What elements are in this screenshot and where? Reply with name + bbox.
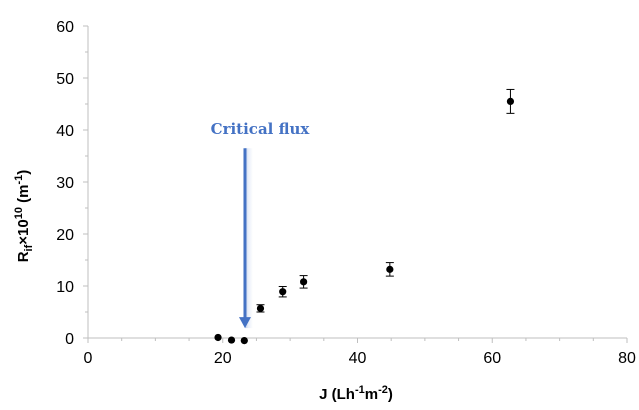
data-marker: [300, 278, 307, 285]
data-point: [241, 337, 248, 344]
data-point: [256, 305, 264, 312]
y-axis-label-main: R: [15, 251, 32, 262]
y-axis-label-unit-open: (m: [15, 185, 32, 208]
data-marker: [257, 305, 264, 312]
y-axis-label-superscript: 10: [13, 207, 25, 219]
x-tick-label: 0: [84, 350, 93, 367]
x-axis-label-end: ): [388, 386, 393, 403]
critical-flux-label: Critical flux: [211, 120, 311, 138]
x-tick-label: 80: [618, 350, 636, 367]
x-axis-label-main: J (Lh: [319, 386, 355, 403]
data-point: [506, 89, 514, 113]
x-axis-label-mid: m: [365, 386, 378, 403]
x-axis-label-superscript-2: -2: [378, 384, 388, 396]
data-point: [300, 276, 308, 288]
data-marker: [507, 98, 514, 105]
axes: [83, 26, 627, 343]
y-tick-label: 60: [56, 19, 74, 36]
x-tick-label: 40: [349, 350, 367, 367]
y-axis-label-unit-close: ): [15, 170, 32, 175]
y-axis-label: Rif×1010 (m-1): [13, 170, 35, 263]
data-marker: [228, 336, 235, 343]
data-marker: [214, 334, 221, 341]
data-point: [214, 334, 221, 341]
y-tick-label: 50: [56, 71, 74, 88]
y-axis-label-times: ×10: [15, 219, 32, 244]
data-point: [386, 263, 394, 277]
y-axis-label-unit-superscript: -1: [13, 175, 25, 185]
data-marker: [386, 266, 393, 273]
data-marker: [241, 337, 248, 344]
x-axis-label-superscript-1: -1: [355, 384, 365, 396]
x-axis-label: J (Lh-1m-2): [319, 384, 393, 403]
data-point: [228, 336, 235, 343]
y-tick-label: 10: [56, 279, 74, 296]
data-point: [279, 287, 287, 297]
y-tick-label: 40: [56, 123, 74, 140]
y-tick-label: 0: [65, 331, 74, 348]
tick-labels: 0 10 20 30 40 50 60 0 20 40 60 80: [56, 19, 636, 367]
x-tick-label: 20: [214, 350, 232, 367]
y-tick-label: 20: [56, 227, 74, 244]
critical-flux-annotation: Critical flux: [211, 120, 311, 328]
x-tick-label: 60: [483, 350, 501, 367]
y-tick-label: 30: [56, 175, 74, 192]
data-marker: [279, 288, 286, 295]
